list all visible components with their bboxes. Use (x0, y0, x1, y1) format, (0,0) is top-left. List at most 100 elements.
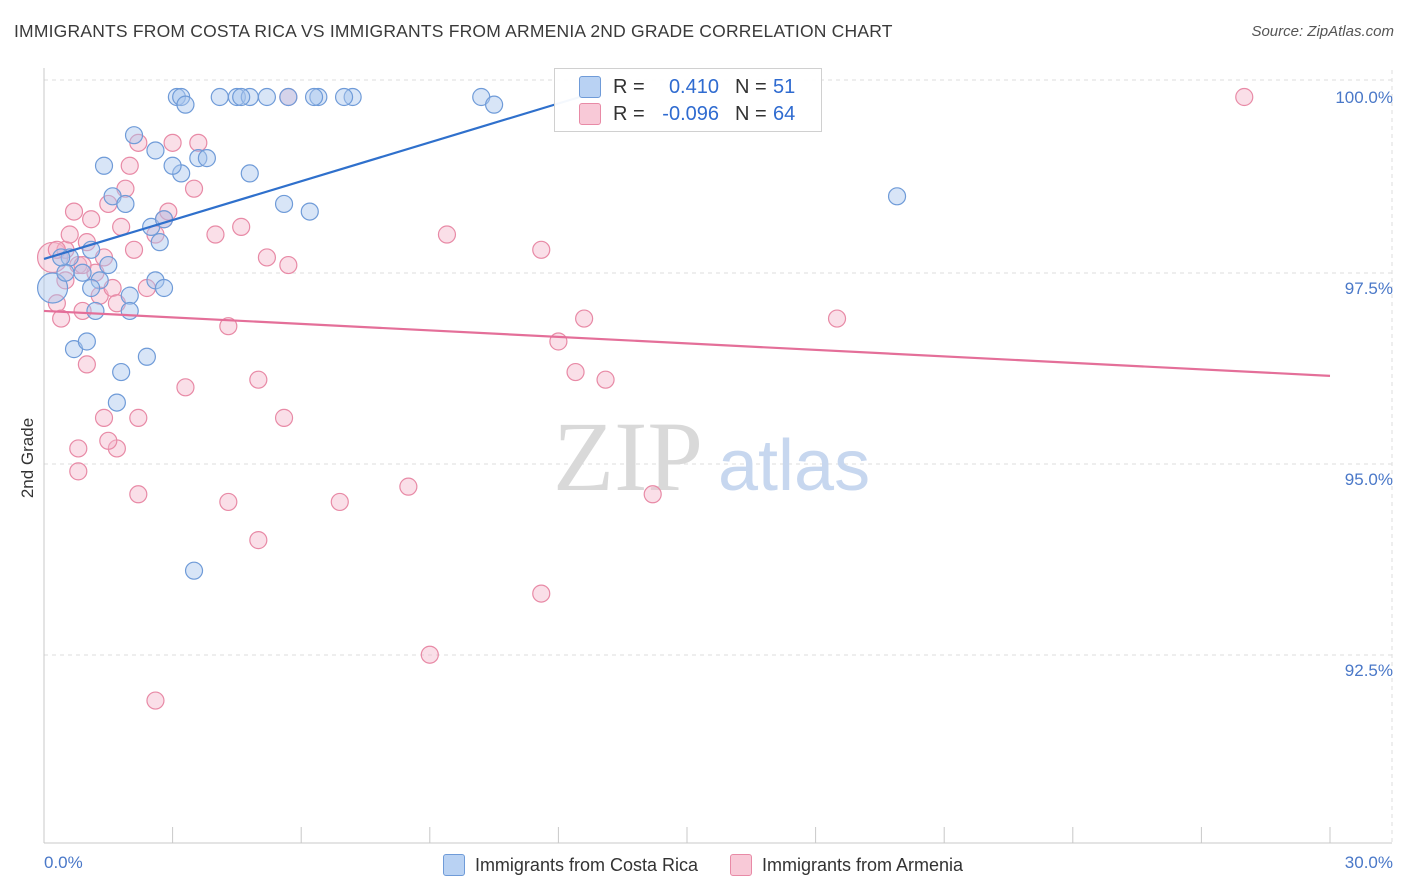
x-tick-label: 0.0% (44, 853, 83, 872)
series-costa-rica-points (36, 87, 907, 580)
data-point (146, 141, 165, 160)
legend-r-label: R = (613, 102, 645, 125)
data-point (219, 317, 238, 336)
data-point (120, 286, 139, 305)
data-point (94, 408, 114, 427)
data-point (399, 477, 418, 496)
data-point (566, 362, 585, 382)
data-point (300, 202, 319, 221)
y-tick-label: 92.5% (1345, 661, 1393, 680)
data-point (184, 179, 204, 198)
data-point (116, 194, 135, 214)
trend-line-pink (43, 309, 1331, 377)
data-point (257, 248, 277, 267)
data-point (69, 439, 88, 458)
data-point (120, 156, 139, 175)
data-point (274, 194, 294, 214)
data-point (99, 431, 118, 450)
data-point (232, 87, 251, 107)
data-point (77, 355, 96, 374)
data-point (137, 347, 156, 366)
legend-n-label: N = (735, 75, 767, 98)
data-point (240, 164, 259, 183)
legend-n-value: 64 (773, 102, 796, 125)
data-point (124, 126, 144, 145)
data-point (197, 149, 216, 168)
legend-r-value: 0.410 (668, 75, 719, 98)
data-point (219, 492, 238, 512)
chart-title: IMMIGRANTS FROM COSTA RICA VS IMMIGRANTS… (14, 21, 893, 41)
legend-n-label: N = (735, 102, 767, 125)
data-point (56, 263, 75, 282)
data-point (330, 492, 349, 512)
data-point (206, 225, 225, 244)
data-point (184, 561, 204, 580)
data-point (532, 240, 551, 259)
data-point (120, 301, 139, 321)
series-legend: Immigrants from Costa Rica Immigrants fr… (0, 852, 1406, 878)
data-point (112, 362, 131, 382)
legend-swatch-pink (730, 854, 752, 876)
stats-legend: R = 0.410 N = 51 R = -0.096 N = 64 (554, 68, 822, 132)
legend-n-value: 51 (773, 75, 796, 98)
data-point (86, 301, 105, 321)
legend-swatch-blue (579, 76, 601, 98)
data-point (82, 278, 101, 298)
data-point (77, 332, 96, 351)
legend-row-costa-rica: R = 0.410 N = 51 (579, 73, 795, 101)
watermark-atlas: atlas (718, 426, 870, 506)
legend-swatch-pink (579, 103, 601, 125)
data-point (73, 263, 92, 282)
data-point (176, 378, 195, 397)
data-point (887, 187, 907, 206)
data-point (60, 225, 79, 244)
data-point (52, 309, 71, 328)
y-tick-label: 97.5% (1345, 279, 1393, 298)
legend-swatch-blue (442, 854, 465, 876)
legend-r-label: R = (613, 75, 645, 98)
data-point (575, 309, 594, 328)
data-point (154, 278, 174, 298)
data-point (227, 87, 246, 107)
legend-item-costa-rica[interactable]: Immigrants from Costa Rica (442, 854, 698, 876)
data-point (150, 233, 169, 252)
series-armenia-points (36, 87, 1254, 710)
data-point (309, 87, 328, 107)
data-point (532, 584, 551, 603)
data-point (257, 87, 277, 107)
data-point (82, 210, 101, 229)
data-point (304, 87, 324, 107)
data-point (36, 272, 69, 304)
data-point (69, 462, 88, 481)
data-point (210, 87, 229, 107)
data-point (176, 95, 195, 114)
x-tick-label: 30.0% (1345, 853, 1393, 872)
data-point (596, 370, 615, 389)
data-point (274, 408, 294, 427)
axes (43, 68, 1392, 844)
data-point (129, 485, 148, 504)
data-point (163, 133, 182, 152)
legend-item-armenia[interactable]: Immigrants from Armenia (730, 854, 963, 876)
legend-label-armenia: Immigrants from Armenia (762, 854, 964, 875)
chart-source: Source: ZipAtlas.com (1251, 23, 1394, 40)
data-point (146, 691, 165, 710)
data-point (163, 156, 182, 175)
tick-labels: 100.0% 97.5% 95.0% 92.5% 0.0% 30.0% (44, 88, 1393, 872)
trend-lines (43, 95, 1331, 377)
data-point (485, 95, 504, 114)
data-point (420, 645, 439, 664)
data-point (64, 202, 84, 221)
data-point (73, 301, 92, 321)
data-point (249, 370, 268, 389)
data-point (1235, 87, 1254, 107)
data-point (249, 531, 268, 550)
data-point (643, 485, 662, 504)
y-tick-label: 100.0% (1335, 88, 1393, 107)
data-point (107, 393, 126, 412)
data-point (279, 87, 298, 107)
data-point (129, 408, 148, 427)
data-point (334, 87, 354, 107)
data-point (827, 309, 847, 328)
